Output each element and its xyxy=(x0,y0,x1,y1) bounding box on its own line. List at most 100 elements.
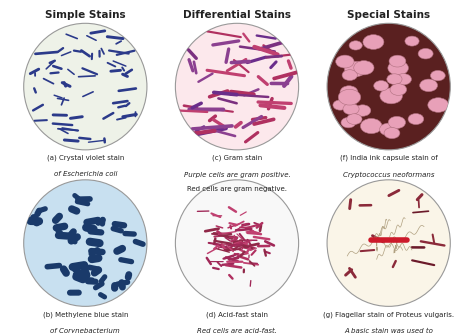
Ellipse shape xyxy=(24,23,147,150)
Ellipse shape xyxy=(24,23,147,150)
Ellipse shape xyxy=(175,23,299,150)
Ellipse shape xyxy=(327,180,450,306)
Ellipse shape xyxy=(327,180,450,306)
Ellipse shape xyxy=(327,180,450,306)
Text: A basic stain was used to: A basic stain was used to xyxy=(344,328,433,333)
Ellipse shape xyxy=(175,180,299,306)
Ellipse shape xyxy=(24,180,147,306)
Ellipse shape xyxy=(175,180,299,306)
Ellipse shape xyxy=(175,23,299,150)
Ellipse shape xyxy=(175,180,299,306)
Circle shape xyxy=(342,70,357,81)
Ellipse shape xyxy=(24,23,147,150)
Ellipse shape xyxy=(175,23,299,150)
Ellipse shape xyxy=(24,180,147,306)
Ellipse shape xyxy=(327,23,450,150)
Ellipse shape xyxy=(175,180,299,306)
Ellipse shape xyxy=(175,23,299,150)
Ellipse shape xyxy=(24,23,147,150)
Ellipse shape xyxy=(175,180,299,306)
Circle shape xyxy=(419,79,438,92)
Ellipse shape xyxy=(175,180,299,306)
Ellipse shape xyxy=(175,180,299,306)
Ellipse shape xyxy=(175,180,299,306)
Ellipse shape xyxy=(24,180,147,306)
Ellipse shape xyxy=(175,180,299,306)
Ellipse shape xyxy=(24,180,147,306)
Ellipse shape xyxy=(327,180,450,306)
Ellipse shape xyxy=(175,23,299,150)
Circle shape xyxy=(388,61,409,75)
Ellipse shape xyxy=(175,180,299,306)
Ellipse shape xyxy=(327,23,450,150)
Ellipse shape xyxy=(327,180,450,306)
Ellipse shape xyxy=(175,23,299,150)
Ellipse shape xyxy=(175,180,299,306)
Ellipse shape xyxy=(24,180,147,306)
Ellipse shape xyxy=(24,180,147,306)
Ellipse shape xyxy=(175,180,299,306)
Ellipse shape xyxy=(175,23,299,150)
Ellipse shape xyxy=(175,180,299,306)
Ellipse shape xyxy=(24,180,147,306)
Ellipse shape xyxy=(175,180,299,306)
Ellipse shape xyxy=(175,180,299,306)
Ellipse shape xyxy=(175,180,299,306)
Ellipse shape xyxy=(175,180,299,306)
Ellipse shape xyxy=(175,180,299,306)
Ellipse shape xyxy=(175,180,299,306)
Ellipse shape xyxy=(175,180,299,306)
Ellipse shape xyxy=(327,23,450,150)
Ellipse shape xyxy=(24,180,147,306)
Circle shape xyxy=(380,123,398,136)
Ellipse shape xyxy=(327,180,450,306)
Ellipse shape xyxy=(24,180,147,306)
Circle shape xyxy=(338,89,361,105)
Ellipse shape xyxy=(24,23,147,150)
Circle shape xyxy=(333,100,347,110)
Ellipse shape xyxy=(175,23,299,150)
Circle shape xyxy=(343,103,359,115)
Ellipse shape xyxy=(24,180,147,306)
Ellipse shape xyxy=(175,180,299,306)
Ellipse shape xyxy=(24,180,147,306)
Ellipse shape xyxy=(175,23,299,150)
Ellipse shape xyxy=(175,23,299,150)
Ellipse shape xyxy=(175,180,299,306)
Ellipse shape xyxy=(175,23,299,150)
Ellipse shape xyxy=(24,180,147,306)
Circle shape xyxy=(354,61,374,75)
Ellipse shape xyxy=(175,23,299,150)
Ellipse shape xyxy=(175,180,299,306)
Ellipse shape xyxy=(175,23,299,150)
Ellipse shape xyxy=(24,23,147,150)
Ellipse shape xyxy=(175,23,299,150)
Ellipse shape xyxy=(175,180,299,306)
Ellipse shape xyxy=(24,23,147,150)
Circle shape xyxy=(363,35,384,49)
Text: Red cells are acid-fast.: Red cells are acid-fast. xyxy=(197,328,277,333)
Ellipse shape xyxy=(24,23,147,150)
Ellipse shape xyxy=(175,23,299,150)
Ellipse shape xyxy=(175,180,299,306)
Ellipse shape xyxy=(24,180,147,306)
Ellipse shape xyxy=(327,23,450,150)
Ellipse shape xyxy=(175,180,299,306)
Ellipse shape xyxy=(24,23,147,150)
Ellipse shape xyxy=(327,180,450,306)
Ellipse shape xyxy=(24,180,147,306)
Ellipse shape xyxy=(175,180,299,306)
Ellipse shape xyxy=(24,180,147,306)
Ellipse shape xyxy=(24,23,147,150)
Ellipse shape xyxy=(24,180,147,306)
Ellipse shape xyxy=(175,23,299,150)
Ellipse shape xyxy=(24,23,147,150)
Ellipse shape xyxy=(175,23,299,150)
Text: Simple Stains: Simple Stains xyxy=(45,10,126,20)
Ellipse shape xyxy=(175,180,299,306)
Ellipse shape xyxy=(327,180,450,306)
Ellipse shape xyxy=(24,23,147,150)
Ellipse shape xyxy=(175,180,299,306)
Ellipse shape xyxy=(175,180,299,306)
Ellipse shape xyxy=(175,180,299,306)
